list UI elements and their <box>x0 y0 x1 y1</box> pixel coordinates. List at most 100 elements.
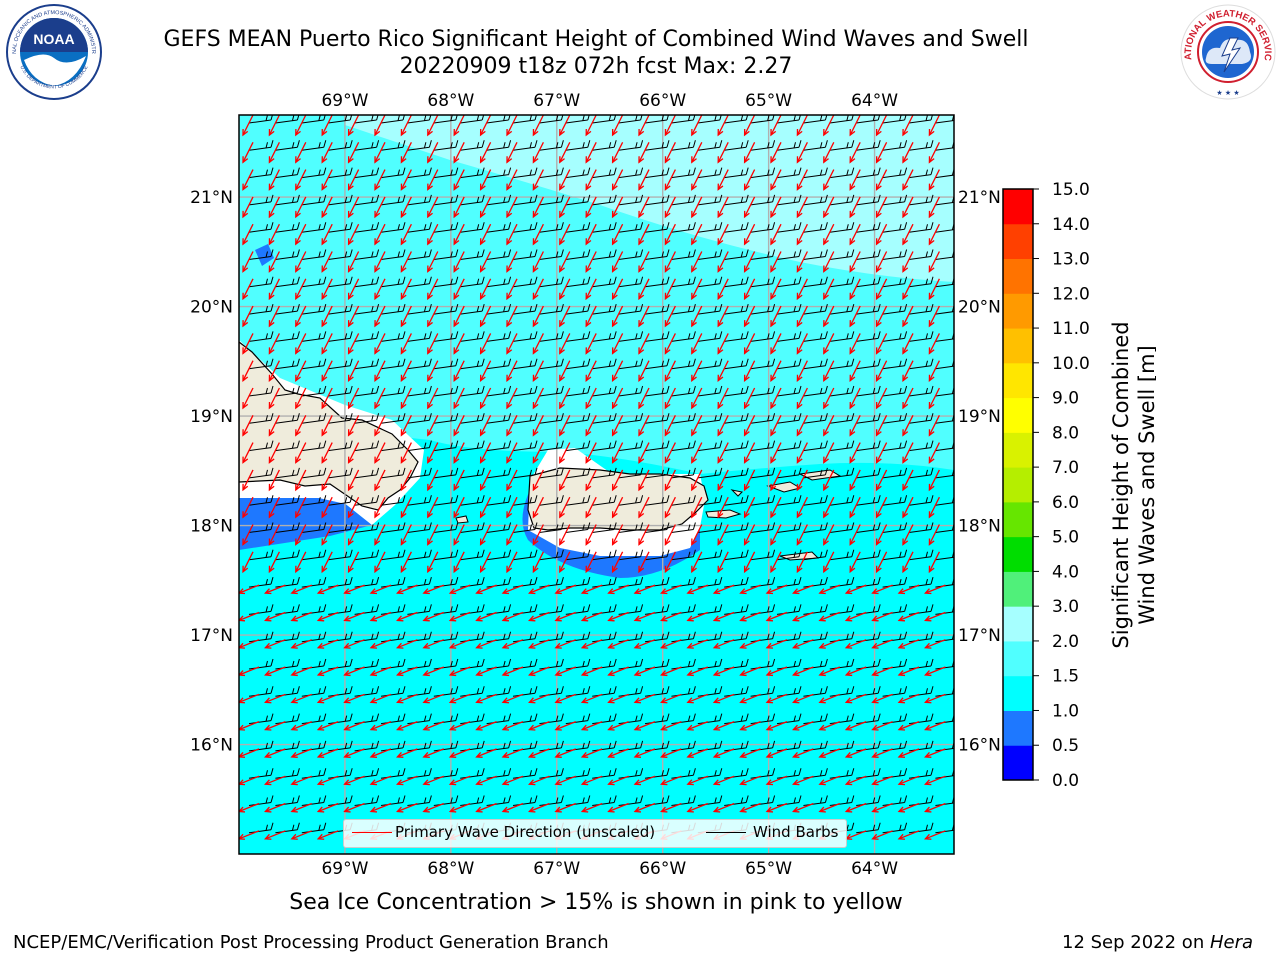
wind-barb <box>486 686 512 697</box>
wind-barb <box>908 358 934 370</box>
wind-barb <box>908 576 934 588</box>
wave-arrow <box>528 611 550 622</box>
wave-arrow <box>479 333 492 355</box>
wave-arrow <box>369 666 392 677</box>
wind-barb <box>512 631 538 643</box>
wave-arrow <box>239 639 260 649</box>
wind-barb <box>908 249 934 260</box>
wind-barb <box>354 413 380 424</box>
wind-barb <box>301 303 327 315</box>
wave-arrow <box>849 415 861 437</box>
wave-arrow <box>580 666 603 677</box>
wind-barb <box>882 276 908 288</box>
wind-barb <box>697 495 723 506</box>
lat-label: 17°N <box>190 626 233 646</box>
colorbar-segment <box>1003 606 1033 642</box>
colorbar-tick-label: 13.0 <box>1052 250 1090 270</box>
wave-arrow <box>422 693 445 704</box>
wind-barb <box>248 795 274 806</box>
wave-arrow <box>743 469 756 492</box>
wind-barb <box>301 522 327 533</box>
wind-barb <box>539 576 564 588</box>
wind-barb <box>776 167 802 179</box>
wind-barb <box>433 194 459 206</box>
lat-label: 18°N <box>958 517 1001 537</box>
wave-arrow <box>268 551 280 574</box>
wave-arrow <box>691 169 703 191</box>
wind-barb <box>380 495 406 506</box>
wind-barb <box>724 658 749 670</box>
wind-barb <box>512 167 538 179</box>
wind-barb <box>618 631 644 643</box>
wind-barb <box>460 331 485 342</box>
wind-barb <box>724 576 749 588</box>
wave-arrow <box>422 639 445 649</box>
wave-arrow <box>347 142 360 164</box>
wave-arrow <box>691 442 703 464</box>
wave-arrow <box>532 496 544 519</box>
wave-arrow <box>691 333 703 355</box>
wave-arrow <box>506 142 518 164</box>
wave-arrow <box>396 802 418 813</box>
wave-arrow <box>717 415 729 437</box>
wave-arrow <box>792 748 814 758</box>
wave-arrow <box>448 775 471 786</box>
wave-arrow <box>928 524 940 546</box>
wave-arrow <box>396 611 418 622</box>
wind-barb <box>856 604 881 615</box>
wind-barb <box>486 604 512 615</box>
wind-barb <box>354 768 380 779</box>
wind-barb <box>697 358 723 370</box>
wave-arrow <box>902 360 914 383</box>
wind-barb <box>829 658 855 670</box>
wave-arrow <box>532 524 544 546</box>
wave-arrow <box>611 442 624 464</box>
wind-barb <box>301 140 327 151</box>
wave-arrow <box>897 666 920 677</box>
wave-arrow <box>506 415 518 437</box>
wind-barb <box>618 549 644 561</box>
wind-barb <box>565 604 591 615</box>
wind-barb <box>856 194 881 206</box>
wind-barb <box>539 413 564 424</box>
wave-arrow <box>268 469 280 492</box>
wind-barb <box>275 822 300 834</box>
wave-arrow <box>347 415 360 437</box>
wind-barb <box>882 740 908 752</box>
wind-barb <box>618 167 644 179</box>
wind-barb <box>829 303 855 315</box>
wave-arrow <box>427 469 439 492</box>
wind-barb <box>275 631 300 643</box>
wave-arrow <box>268 387 280 410</box>
wave-arrow <box>268 442 280 464</box>
wind-barb <box>724 385 749 397</box>
wave-arrow <box>792 584 814 595</box>
wind-barb <box>486 467 512 479</box>
wind-barb <box>539 358 564 370</box>
wave-arrow <box>559 223 571 246</box>
wind-barb <box>697 331 723 342</box>
wind-barb <box>697 440 723 452</box>
wave-arrow <box>295 142 307 164</box>
wind-barb <box>539 440 564 452</box>
wind-barb <box>248 686 274 697</box>
wave-arrow <box>743 551 756 574</box>
wind-barb <box>750 222 776 233</box>
wave-arrow <box>321 551 333 574</box>
wind-barb <box>750 686 776 697</box>
wind-barb <box>697 194 723 206</box>
wave-arrow <box>453 415 465 437</box>
wave-arrow <box>585 415 597 437</box>
wave-arrow <box>765 775 788 786</box>
wave-arrow <box>369 775 392 786</box>
wave-arrow <box>660 748 682 758</box>
wave-arrow <box>638 496 650 519</box>
wind-barb <box>671 115 696 124</box>
wave-arrow <box>897 639 920 649</box>
wave-arrow <box>501 666 524 677</box>
wind-barb <box>592 768 617 779</box>
wind-barb <box>671 604 696 615</box>
wave-arrow <box>580 611 603 622</box>
wave-arrow <box>506 496 518 519</box>
wind-barb <box>750 740 776 752</box>
